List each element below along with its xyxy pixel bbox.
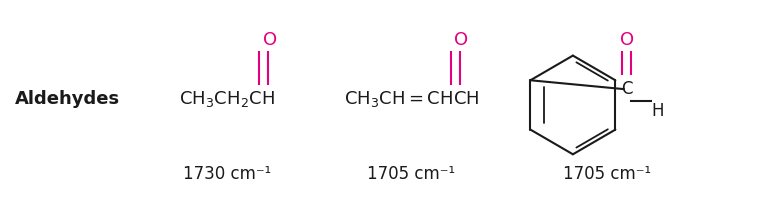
Text: Aldehydes: Aldehydes (15, 90, 121, 108)
Text: CH$_3$CH$=$CHCH: CH$_3$CH$=$CHCH (344, 89, 479, 109)
Text: C: C (621, 80, 632, 98)
Text: CH$_3$CH$_2$CH: CH$_3$CH$_2$CH (179, 89, 275, 109)
Text: O: O (263, 31, 277, 49)
Text: O: O (454, 31, 468, 49)
Text: 1705 cm⁻¹: 1705 cm⁻¹ (564, 165, 651, 183)
Text: 1730 cm⁻¹: 1730 cm⁻¹ (183, 165, 271, 183)
Text: 1705 cm⁻¹: 1705 cm⁻¹ (368, 165, 455, 183)
Text: O: O (620, 31, 634, 49)
Text: H: H (651, 102, 664, 120)
